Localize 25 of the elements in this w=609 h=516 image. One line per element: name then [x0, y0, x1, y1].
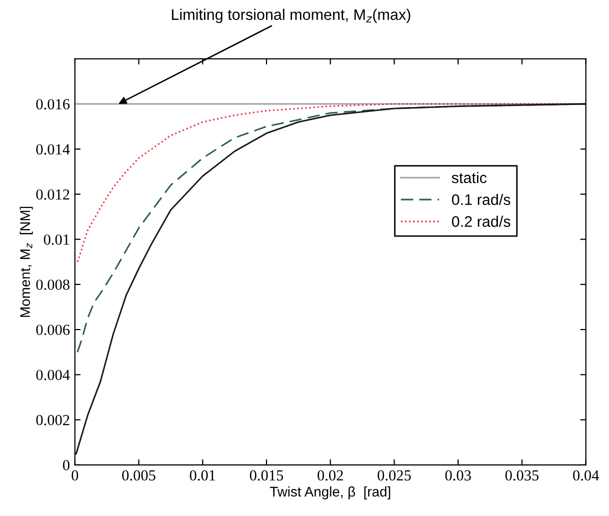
line-series — [75, 103, 586, 454]
legend-label: 0.2 rad/s — [452, 216, 510, 227]
y-tick-label: 0 — [62, 460, 70, 470]
y-tick-label: 0.014 — [36, 144, 70, 155]
x-tick-label: 0.03 — [445, 470, 471, 481]
legend-label: static — [452, 172, 487, 184]
y-tick-label: 0.002 — [36, 414, 70, 426]
y-tick-label: 0.006 — [36, 324, 70, 336]
y-axis-title: Moment, M$_{z}$ [NM] — [20, 206, 33, 317]
x-tick-label: 0.04 — [573, 470, 599, 481]
x-tick-label: 0.035 — [505, 470, 539, 481]
legend-label: 0.1 rad/s — [452, 194, 510, 206]
y-tick-label: 0.016 — [36, 99, 70, 110]
x-tick-label: 0.015 — [250, 470, 284, 481]
y-tick-label: 0.01 — [44, 234, 70, 245]
x-tick-label: 0.01 — [190, 470, 216, 481]
x-axis-title: Twist Angle, β [rad] — [270, 486, 390, 500]
x-tick-label: 0.025 — [378, 470, 411, 481]
y-tick-label: 0.012 — [36, 189, 70, 200]
x-tick-label: 0.02 — [318, 470, 343, 481]
x-tick-label: 0 — [72, 470, 78, 481]
x-tick-label: 0.005 — [122, 470, 156, 481]
y-tick-label: 0.004 — [36, 370, 70, 380]
y-tick-label: 0.008 — [36, 280, 70, 290]
annotation: Limiting torsional moment, M$_{z}$(max) — [172, 8, 410, 24]
